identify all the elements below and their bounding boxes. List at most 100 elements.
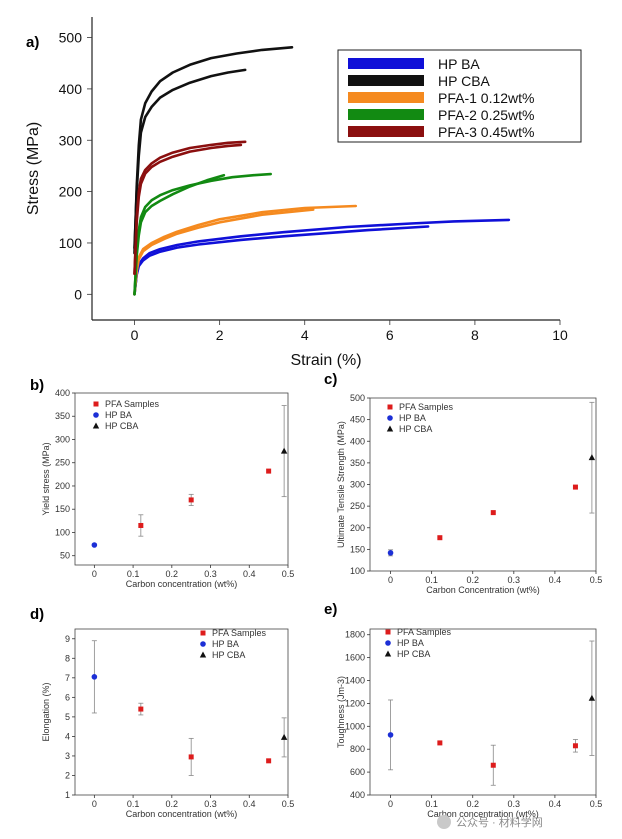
x-tick-label: 0.5 — [590, 575, 603, 585]
x-tick-label: 2 — [216, 327, 224, 343]
x-tick-label: 6 — [386, 327, 394, 343]
data-point-triangle — [588, 454, 596, 461]
x-axis-title: Carbon concentration (wt%) — [126, 809, 238, 819]
y-tick-label: 300 — [350, 480, 365, 490]
x-tick-label: 0.1 — [127, 569, 140, 579]
y-tick-label: 400 — [350, 436, 365, 446]
series-line — [133, 68, 247, 250]
y-tick-label: 300 — [59, 132, 83, 148]
x-tick-label: 0.4 — [243, 799, 256, 809]
y-tick-label: 500 — [59, 30, 83, 46]
watermark-text: 公众号 · 材料学网 — [456, 815, 543, 829]
data-point-square — [93, 401, 99, 407]
x-axis-title: Carbon concentration (wt%) — [427, 809, 539, 819]
data-point-circle — [387, 550, 394, 556]
x-tick-label: 0 — [388, 799, 393, 809]
y-tick-label: 250 — [55, 458, 70, 468]
legend-label: HP CBA — [397, 649, 430, 659]
x-tick-label: 0.3 — [204, 569, 217, 579]
data-point-square — [266, 468, 272, 474]
y-tick-label: 200 — [350, 523, 365, 533]
y-tick-label: 1 — [65, 790, 70, 800]
x-tick-label: 0.5 — [590, 799, 603, 809]
legend-label: HP BA — [438, 56, 480, 72]
y-tick-label: 1000 — [345, 721, 365, 731]
y-tick-label: 1600 — [345, 653, 365, 663]
legend-label: HP BA — [105, 410, 132, 420]
chart-panel-e: e) 0 0.1 0.2 0.3 0.4 0.5 400 600 800 1000 1200 1400 1… — [324, 601, 602, 819]
data-point-square — [188, 497, 194, 503]
chart-panel-d: d) 0 0.1 0.2 0.3 0.4 0.5 1 2 3 4 5 6 7 8 9 Carbon concen… — [30, 606, 294, 819]
x-axis-title: Carbon concentration (wt%) — [126, 579, 238, 589]
data-point-square — [437, 740, 443, 746]
y-tick-label: 1800 — [345, 630, 365, 640]
data-point-triangle — [588, 694, 596, 701]
y-tick-label: 150 — [350, 544, 365, 554]
legend-label: PFA Samples — [105, 399, 160, 409]
y-tick-label: 0 — [74, 286, 82, 302]
y-tick-label: 5 — [65, 712, 70, 722]
x-tick-label: 8 — [471, 327, 479, 343]
y-tick-label: 1200 — [345, 698, 365, 708]
x-tick-label: 0 — [92, 569, 97, 579]
legend-swatch — [348, 58, 424, 69]
x-tick-label: 0.2 — [166, 799, 179, 809]
data-point-square — [490, 762, 496, 768]
data-point-triangle — [384, 650, 392, 657]
data-point-triangle — [386, 425, 394, 432]
y-axis-title: Ultimate Tensile Strength (MPa) — [336, 421, 346, 548]
x-tick-label: 0.1 — [127, 799, 140, 809]
data-point-circle — [91, 542, 98, 548]
y-tick-label: 100 — [55, 527, 70, 537]
y-tick-label: 450 — [350, 415, 365, 425]
panel-label: a) — [26, 34, 39, 51]
data-point-square — [572, 484, 578, 490]
watermark: 公众号 · 材料学网 — [437, 815, 543, 829]
x-tick-label: 0.1 — [425, 799, 438, 809]
x-tick-label: 0.2 — [466, 575, 479, 585]
y-tick-label: 100 — [59, 235, 83, 251]
data-point-circle — [93, 412, 99, 418]
y-tick-label: 200 — [55, 481, 70, 491]
y-tick-label: 2 — [65, 770, 70, 780]
y-tick-label: 1400 — [345, 676, 365, 686]
y-tick-label: 100 — [350, 566, 365, 576]
legend-swatch — [348, 126, 424, 137]
plot-frame — [369, 628, 597, 796]
data-point-square — [266, 758, 272, 764]
data-point-square — [138, 706, 144, 712]
x-tick-label: 4 — [301, 327, 309, 343]
x-tick-label: 0.3 — [508, 575, 521, 585]
x-tick-label: 0.4 — [549, 575, 562, 585]
y-tick-label: 7 — [65, 673, 70, 683]
x-tick-label: 10 — [552, 327, 568, 343]
y-tick-label: 500 — [350, 393, 365, 403]
data-point-triangle — [199, 651, 207, 658]
panel-label: e) — [324, 601, 337, 618]
series-line — [133, 173, 226, 296]
y-tick-label: 800 — [350, 744, 365, 754]
legend-swatch — [348, 109, 424, 120]
y-tick-label: 8 — [65, 653, 70, 663]
panel-label: b) — [30, 377, 44, 394]
data-point-square — [572, 743, 578, 749]
series-line — [133, 143, 243, 276]
y-tick-label: 400 — [59, 81, 83, 97]
x-axis-title: Strain (%) — [290, 352, 361, 369]
data-point-triangle — [280, 447, 288, 454]
legend-label: PFA Samples — [212, 628, 267, 638]
y-tick-label: 250 — [350, 501, 365, 511]
y-tick-label: 350 — [55, 411, 70, 421]
y-tick-label: 350 — [350, 458, 365, 468]
y-tick-label: 9 — [65, 634, 70, 644]
data-point-triangle — [92, 422, 100, 429]
y-tick-label: 600 — [350, 767, 365, 777]
y-tick-label: 6 — [65, 692, 70, 702]
data-point-square — [490, 510, 496, 516]
data-point-circle — [387, 415, 393, 421]
y-axis-title: Toughness (Jm-3) — [336, 676, 346, 748]
y-tick-label: 150 — [55, 504, 70, 514]
